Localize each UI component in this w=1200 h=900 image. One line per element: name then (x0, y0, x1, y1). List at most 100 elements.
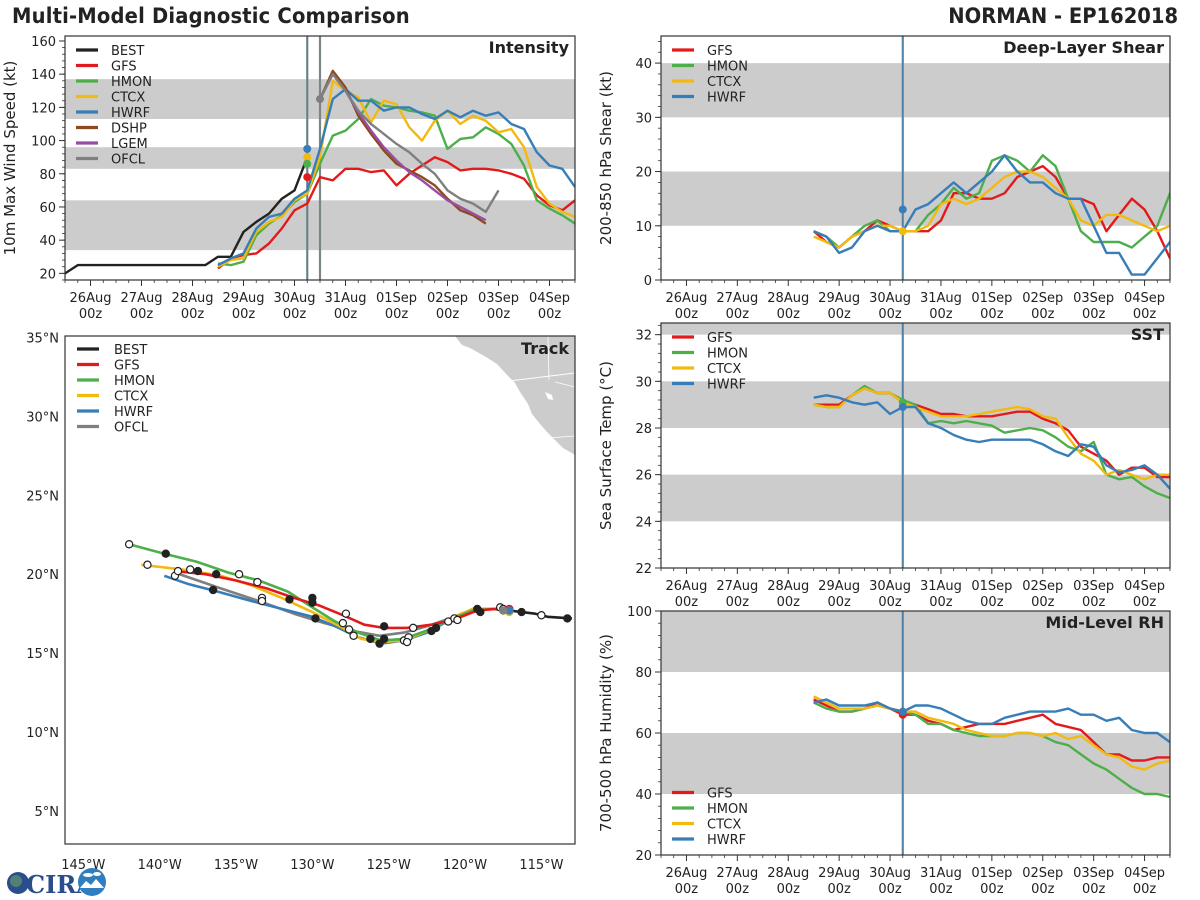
x-tick-label-date: 30Aug (869, 291, 911, 306)
panel-title: Mid-Level RH (1045, 613, 1164, 632)
x-tick-label-hour: 00z (79, 307, 103, 322)
x-tick-label-hour: 00z (1082, 882, 1106, 897)
series-line-hwrf (217, 87, 575, 267)
legend-label-gfs: GFS (707, 44, 733, 59)
x-tick-label-hour: 00z (980, 595, 1004, 610)
series-line-ofcl (318, 72, 500, 214)
y-tick-label: 22 (635, 562, 652, 577)
x-tick-label-hour: 00z (1133, 307, 1157, 322)
track-point-filled (211, 570, 221, 579)
x-tick-label-date: 01Sep (971, 866, 1012, 881)
x-tick-label-date: 02Sep (1022, 579, 1063, 594)
y-tick-label: 140 (31, 68, 56, 83)
y-tick-label: 40 (39, 234, 56, 249)
x-tick-label-date: 27Aug (121, 291, 163, 306)
land-baja-california (455, 336, 575, 455)
x-tick-label-hour: 00z (929, 307, 953, 322)
x-tick-label-date: 01Sep (971, 579, 1012, 594)
track-point-open (143, 560, 152, 569)
plot-frame (64, 335, 576, 845)
legend-label-hmon: HMON (707, 802, 748, 817)
x-tick-label-date: 29Aug (818, 291, 860, 306)
y-tick-label: 100 (31, 135, 56, 150)
x-tick-label-date: 31Aug (920, 579, 962, 594)
land-mainland (555, 336, 575, 393)
lon-tick-label: 135°W (214, 858, 258, 873)
track-point-open (186, 565, 195, 574)
panel-title: SST (1131, 325, 1164, 344)
y-tick-label: 80 (635, 666, 652, 681)
track-line-gfs (174, 569, 510, 630)
marker-ctcx (303, 153, 312, 162)
x-tick-label-date: 27Aug (716, 579, 758, 594)
x-tick-label-date: 03Sep (1073, 291, 1114, 306)
x-tick-label-date: 04Sep (1124, 291, 1165, 306)
track-point-filled (379, 634, 389, 644)
x-tick-label-date: 31Aug (920, 866, 962, 881)
y-tick-label: 0 (644, 274, 652, 289)
y-tick-label: 120 (31, 101, 56, 116)
x-tick-label-hour: 00z (827, 882, 851, 897)
lon-tick-label: 115°W (519, 858, 563, 873)
lon-tick-label: 140°W (138, 858, 182, 873)
panel-title: Deep-Layer Shear (1003, 38, 1164, 57)
y-tick-label: 20 (39, 267, 56, 282)
cira-globe-logo-icon: CIRA (7, 868, 106, 898)
track-point-open (349, 631, 358, 640)
series-line-hwrf (813, 394, 1170, 490)
legend-label-ctcx: CTCX (707, 75, 741, 90)
lon-tick-label: 125°W (367, 858, 411, 873)
track-point-open (234, 570, 244, 579)
y-tick-label: 30 (635, 375, 652, 390)
track-point-filled (517, 607, 526, 617)
x-tick-label-hour: 00z (538, 307, 562, 322)
shaded-band (661, 63, 1170, 118)
series-line-ctcx (813, 695, 1170, 771)
legend-label-ctcx: CTCX (111, 91, 145, 106)
border-state (554, 381, 575, 388)
y-tick-label: 26 (635, 469, 652, 484)
track-point-filled (366, 634, 375, 644)
x-tick-label-hour: 00z (436, 307, 460, 322)
y-tick-label: 32 (635, 329, 652, 344)
track-point-filled (476, 607, 485, 617)
storm-id-title: NORMAN - EP162018 (948, 4, 1178, 28)
x-tick-label-hour: 00z (1133, 595, 1157, 610)
marker-hwrf (898, 403, 907, 411)
y-tick-label: 60 (39, 201, 56, 216)
x-tick-label-hour: 00z (878, 307, 902, 322)
legend-label-gfs: GFS (707, 331, 733, 346)
track-point-filled (193, 566, 203, 576)
legend-label-ctcx: CTCX (114, 390, 148, 405)
x-tick-label-date: 03Sep (1073, 866, 1114, 881)
x-tick-label-hour: 00z (1031, 307, 1055, 322)
shaded-band (661, 474, 1170, 522)
series-line-hwrf (813, 698, 1170, 744)
x-tick-label-date: 30Aug (869, 579, 911, 594)
x-tick-label-date: 31Aug (920, 291, 962, 306)
current-position-hwrf (505, 606, 514, 615)
track-point-open (453, 615, 462, 625)
legend-label-hwrf: HWRF (707, 378, 746, 393)
map-layer (124, 336, 575, 648)
x-tick-label-hour: 00z (980, 882, 1004, 897)
x-tick-label-hour: 00z (878, 595, 902, 610)
track-line-hmon (128, 542, 510, 642)
legend-label-best: BEST (111, 44, 144, 59)
sst-panel: 22242628303226Aug00z27Aug00z28Aug00z29Au… (597, 322, 1171, 610)
x-tick-label-hour: 00z (1082, 595, 1106, 610)
x-tick-label-hour: 00z (777, 307, 801, 322)
track-point-filled (563, 614, 572, 623)
x-tick-label-date: 02Sep (427, 291, 468, 306)
legend-label-hmon: HMON (707, 60, 748, 75)
x-tick-label-date: 31Aug (325, 291, 367, 306)
legend-label-ofcl: OFCL (114, 421, 149, 436)
series-line-hwrf (813, 154, 1170, 276)
x-tick-label-hour: 00z (283, 307, 307, 322)
y-tick-label: 10 (635, 220, 652, 235)
legend-label-hmon: HMON (114, 374, 155, 389)
x-tick-label-hour: 00z (726, 882, 750, 897)
